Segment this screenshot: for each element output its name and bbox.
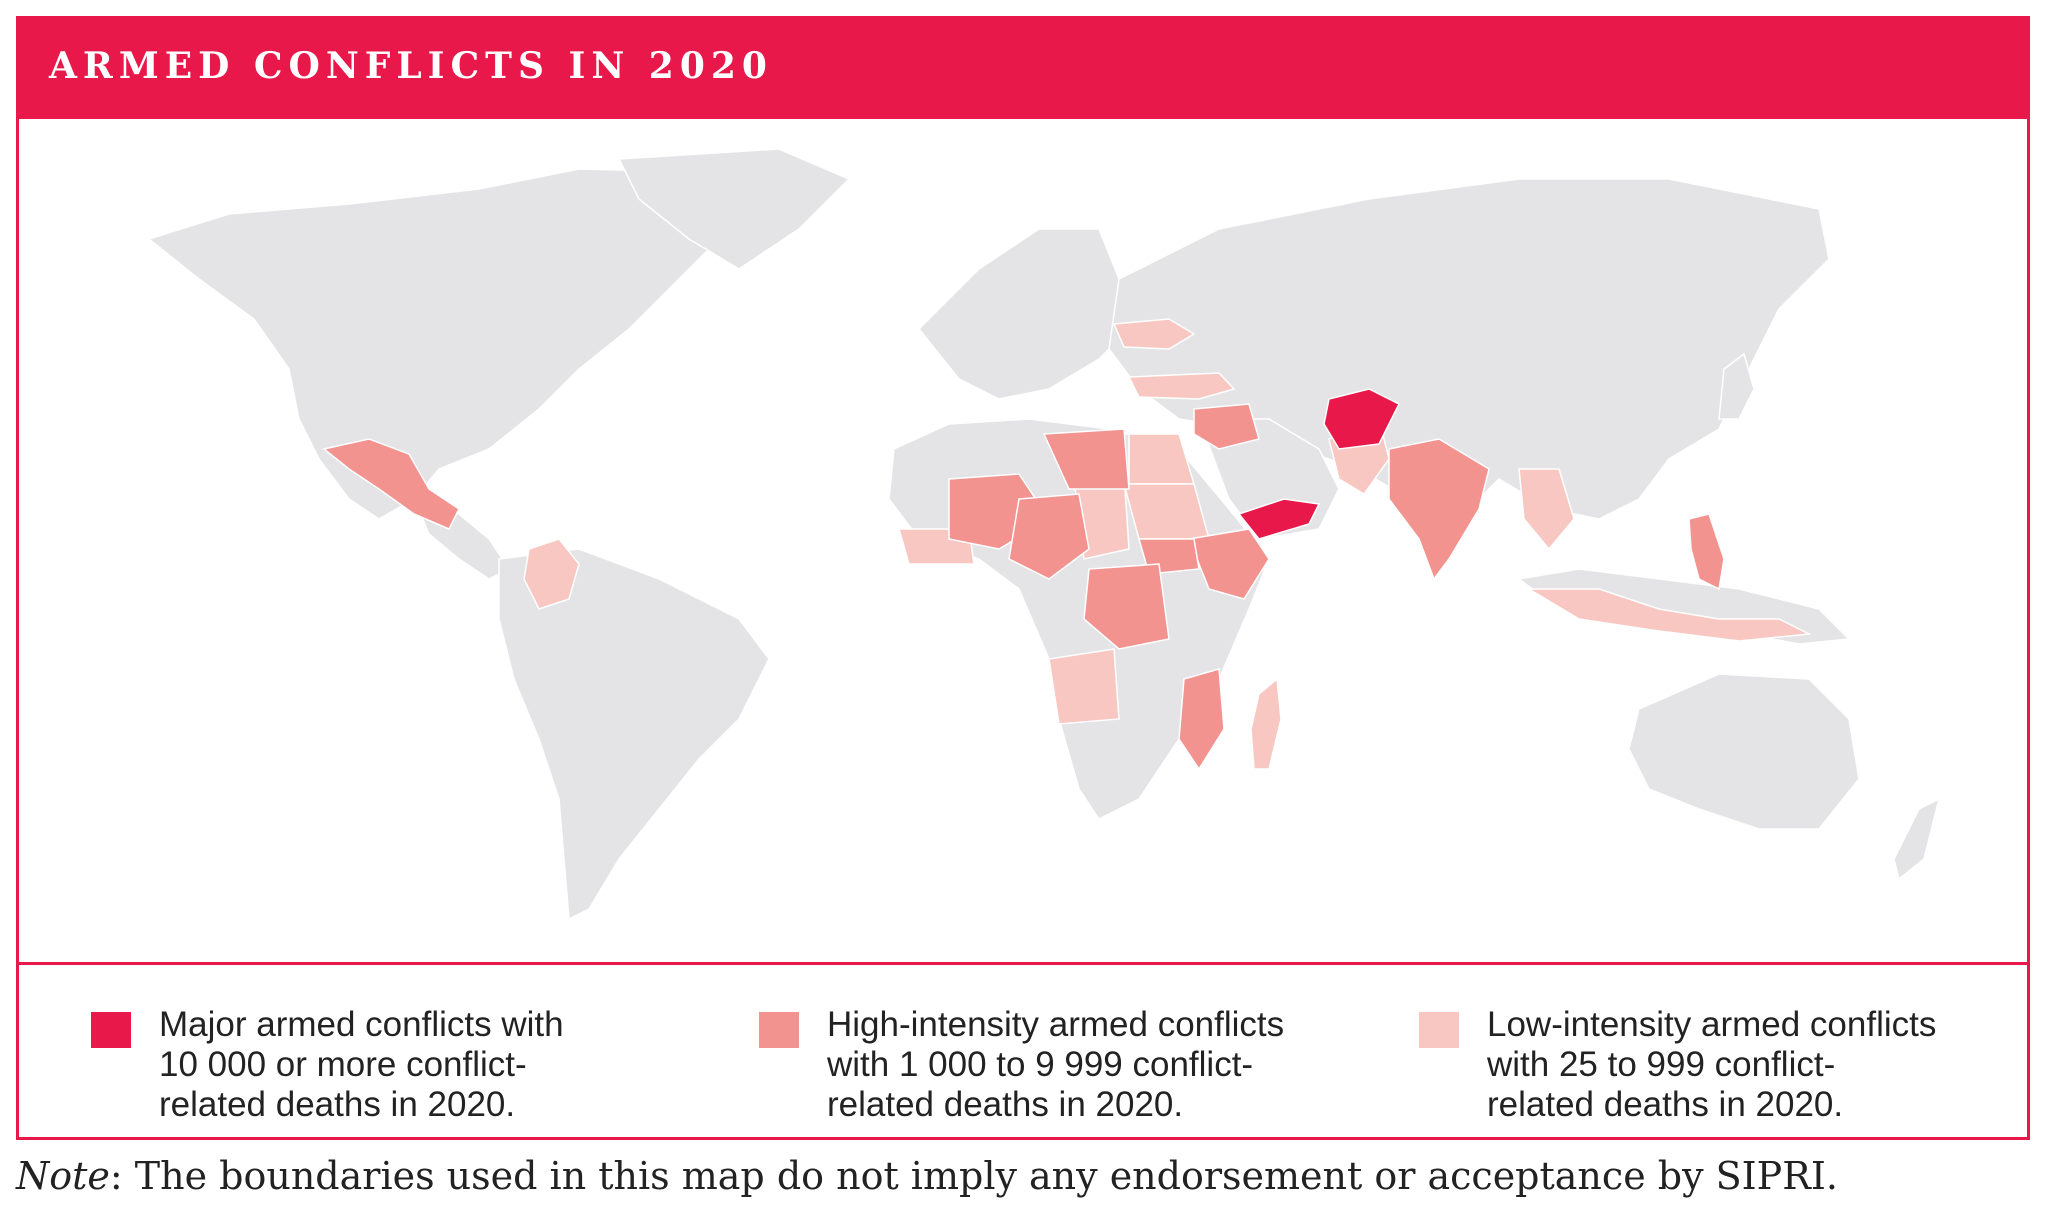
world-map-svg bbox=[147, 148, 1941, 921]
map-frame: ARMED CONFLICTS IN 2020 bbox=[16, 16, 2030, 1140]
land-greenland bbox=[617, 148, 851, 270]
country-yemen bbox=[1237, 498, 1321, 540]
legend: Major armed conflicts with 10 000 or mor… bbox=[19, 965, 2027, 1137]
country-libya bbox=[1042, 428, 1130, 490]
legend-swatch-low bbox=[1419, 1012, 1459, 1048]
country-afghanistan bbox=[1323, 388, 1401, 450]
country-syria-iraq bbox=[1193, 403, 1260, 450]
legend-label-major: Major armed conflicts with 10 000 or mor… bbox=[159, 1005, 564, 1124]
country-egypt bbox=[1128, 433, 1196, 485]
land-europe bbox=[917, 228, 1140, 400]
country-ukraine bbox=[1112, 318, 1196, 350]
land-south-america bbox=[498, 548, 770, 921]
title-banner: ARMED CONFLICTS IN 2020 bbox=[19, 19, 2027, 119]
conflict-countries bbox=[322, 318, 1812, 771]
country-mexico bbox=[322, 438, 460, 530]
note-text: : The boundaries used in this map do not… bbox=[109, 1154, 1838, 1198]
legend-divider bbox=[19, 962, 2027, 965]
country-dr-congo bbox=[1083, 563, 1170, 650]
world-map bbox=[19, 119, 2027, 962]
country-sudan bbox=[1123, 483, 1210, 540]
note-label: Note bbox=[16, 1154, 110, 1198]
legend-label-high: High-intensity armed conflicts with 1 00… bbox=[827, 1005, 1285, 1124]
country-madagascar bbox=[1250, 677, 1282, 770]
country-mozambique bbox=[1178, 668, 1225, 771]
country-indonesia bbox=[1526, 588, 1812, 642]
country-colombia bbox=[523, 538, 580, 610]
land-new-zealand bbox=[1893, 797, 1941, 881]
land-north-america bbox=[147, 168, 741, 520]
legend-label-low: Low-intensity armed conflicts with 25 to… bbox=[1487, 1005, 1937, 1124]
map-title: ARMED CONFLICTS IN 2020 bbox=[49, 45, 773, 87]
country-niger-nigeria bbox=[1008, 493, 1090, 580]
legend-swatch-high bbox=[759, 1012, 799, 1048]
land-japan bbox=[1718, 352, 1755, 420]
map-note: Note: The boundaries used in this map do… bbox=[16, 1154, 2026, 1198]
country-india bbox=[1388, 438, 1490, 581]
country-turkey bbox=[1127, 372, 1236, 400]
land-australia bbox=[1628, 673, 1860, 830]
country-ethiopia-somalia bbox=[1187, 528, 1270, 600]
country-philippines bbox=[1688, 513, 1725, 591]
country-angola bbox=[1048, 648, 1120, 725]
legend-swatch-major bbox=[91, 1012, 131, 1048]
country-thailand-myanmar bbox=[1518, 468, 1575, 551]
